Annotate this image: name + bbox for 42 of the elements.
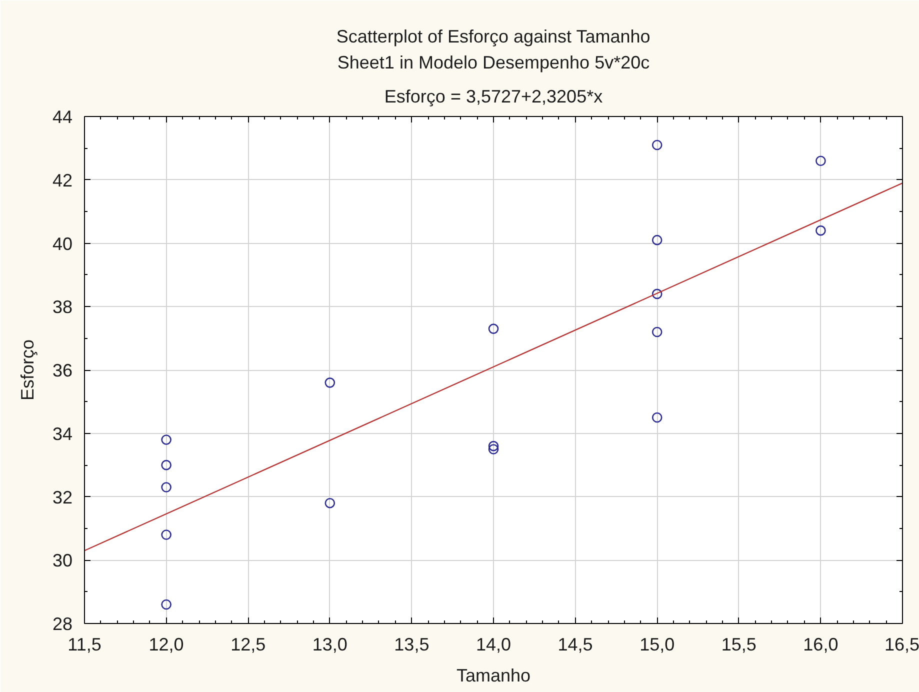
point: [488, 444, 499, 454]
text: Esforço = 3,5727+2,3205*x: [384, 86, 603, 106]
point: [488, 440, 499, 452]
y-tick-label: 42: [52, 170, 73, 190]
point: [816, 156, 826, 166]
y-tick-label: 32: [52, 487, 73, 508]
y-tick-label: 44: [52, 107, 73, 127]
x-tick-label: 13,5: [394, 634, 430, 654]
y-tick-label: 40: [52, 234, 73, 254]
x-tick-label: 12,5: [230, 634, 266, 654]
point: [161, 530, 172, 540]
point: [324, 378, 336, 388]
y-tick-label: 28: [52, 614, 73, 634]
x-axis-title: Tamanho: [456, 666, 531, 686]
point: [488, 324, 499, 334]
point: [652, 234, 662, 246]
x-tick-label: 15,5: [721, 634, 756, 654]
x-tick-label: 14,5: [558, 634, 593, 654]
y-axis-title: Esforço: [17, 339, 38, 401]
point: [652, 412, 662, 423]
point: [652, 288, 662, 300]
x-tick-label: 14,0: [476, 634, 512, 654]
chart-title: Scatterplot of Esforço against Tamanho: [336, 26, 650, 46]
y-tick-label: 30: [52, 550, 73, 571]
y-tick-label: 34: [52, 424, 73, 444]
x-tick-label: 15,0: [640, 634, 675, 654]
x-tick-label: 12,0: [148, 634, 184, 654]
x-tick-label: 13,0: [312, 634, 348, 654]
x-tick-label: 11,5: [68, 634, 102, 654]
x-tick-label: 16,5: [884, 634, 919, 654]
y-tick-label: 36: [52, 360, 73, 380]
point: [652, 140, 662, 150]
chart-subtitle: Sheet1 in Modelo Desempenho 5v*20c: [337, 52, 650, 72]
point: [161, 460, 172, 470]
x-tick-label: 16,0: [803, 634, 838, 654]
point: [652, 326, 662, 338]
point: [816, 225, 826, 236]
point: [161, 434, 172, 445]
point: [161, 599, 172, 610]
y-tick-label: 38: [52, 297, 73, 318]
point: [324, 498, 336, 508]
point: [161, 482, 172, 492]
